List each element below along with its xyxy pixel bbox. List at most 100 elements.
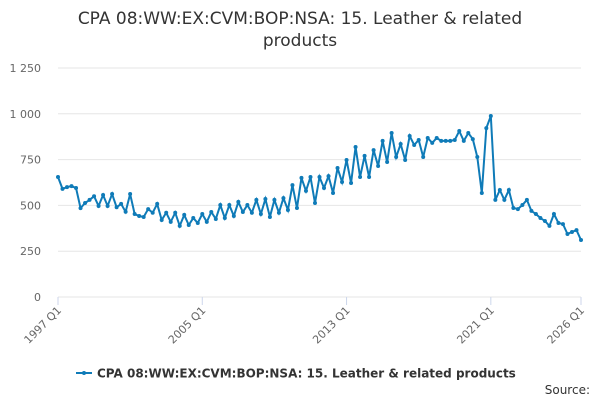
point	[569, 229, 574, 234]
point	[475, 155, 480, 160]
point	[358, 175, 363, 180]
point	[385, 159, 390, 164]
point	[434, 135, 439, 140]
y-tick-label: 0	[34, 291, 41, 304]
point	[272, 197, 277, 202]
point	[299, 175, 304, 180]
point	[114, 205, 119, 210]
point	[425, 135, 430, 140]
point	[285, 207, 290, 212]
point	[488, 113, 493, 118]
point	[493, 197, 498, 202]
point	[177, 223, 182, 228]
point	[213, 216, 218, 221]
point	[371, 148, 376, 153]
point	[263, 196, 268, 201]
point	[542, 218, 547, 223]
point	[335, 166, 340, 171]
point	[245, 203, 250, 208]
point	[394, 155, 399, 160]
point	[159, 218, 164, 223]
point	[439, 138, 444, 143]
x-tick-label: 2026 Q1	[545, 304, 588, 347]
point	[281, 196, 286, 201]
point	[150, 210, 155, 215]
point	[430, 140, 435, 145]
y-tick-label: 1 000	[10, 108, 42, 121]
point	[222, 216, 227, 221]
point	[236, 199, 241, 204]
x-tick-label: 2013 Q1	[310, 304, 353, 347]
point	[362, 153, 367, 158]
point	[412, 142, 417, 147]
point	[69, 184, 74, 189]
point	[132, 212, 137, 217]
point	[497, 188, 502, 193]
point	[101, 192, 106, 197]
point	[502, 197, 507, 202]
point	[466, 131, 471, 136]
point	[204, 219, 209, 224]
point	[484, 126, 489, 131]
point	[200, 212, 205, 217]
point	[560, 222, 565, 227]
point	[457, 129, 462, 134]
point	[312, 201, 317, 206]
point	[398, 142, 403, 147]
point	[331, 190, 336, 195]
point	[376, 164, 381, 169]
point	[565, 231, 570, 236]
point	[403, 157, 408, 162]
point	[511, 205, 516, 210]
point	[448, 138, 453, 143]
point	[524, 197, 529, 202]
point	[290, 183, 295, 188]
point	[452, 137, 457, 142]
point	[461, 138, 466, 143]
point	[168, 219, 173, 224]
point	[186, 223, 191, 228]
point	[146, 207, 151, 212]
point	[258, 212, 263, 217]
y-tick-label: 250	[20, 245, 41, 258]
point	[344, 157, 349, 162]
point	[173, 210, 178, 215]
point	[60, 186, 65, 191]
point	[416, 137, 421, 142]
point	[308, 175, 313, 180]
point	[254, 197, 259, 202]
point	[407, 133, 412, 138]
chart-title: CPA 08:WW:EX:CVM:BOP:NSA: 15. Leather & …	[77, 9, 523, 51]
point	[105, 203, 110, 208]
point	[326, 174, 331, 179]
point	[78, 206, 83, 211]
point	[92, 194, 97, 199]
point	[506, 188, 511, 193]
point	[141, 214, 146, 219]
point	[322, 185, 327, 190]
point	[538, 216, 543, 221]
legend-label: CPA 08:WW:EX:CVM:BOP:NSA: 15. Leather & …	[97, 367, 516, 381]
point	[574, 228, 579, 233]
point	[83, 201, 88, 206]
point	[240, 209, 245, 214]
point	[128, 192, 133, 197]
y-tick-label: 500	[20, 199, 41, 212]
point	[231, 214, 236, 219]
point	[87, 197, 92, 202]
point	[227, 203, 232, 208]
point	[294, 205, 299, 210]
point	[209, 209, 214, 214]
point	[579, 238, 583, 243]
point	[533, 212, 538, 217]
point	[520, 203, 525, 208]
point	[317, 175, 322, 180]
point	[96, 203, 101, 208]
point	[367, 175, 372, 180]
point	[65, 185, 70, 190]
point	[191, 216, 196, 221]
point	[218, 203, 223, 208]
point	[515, 207, 520, 212]
